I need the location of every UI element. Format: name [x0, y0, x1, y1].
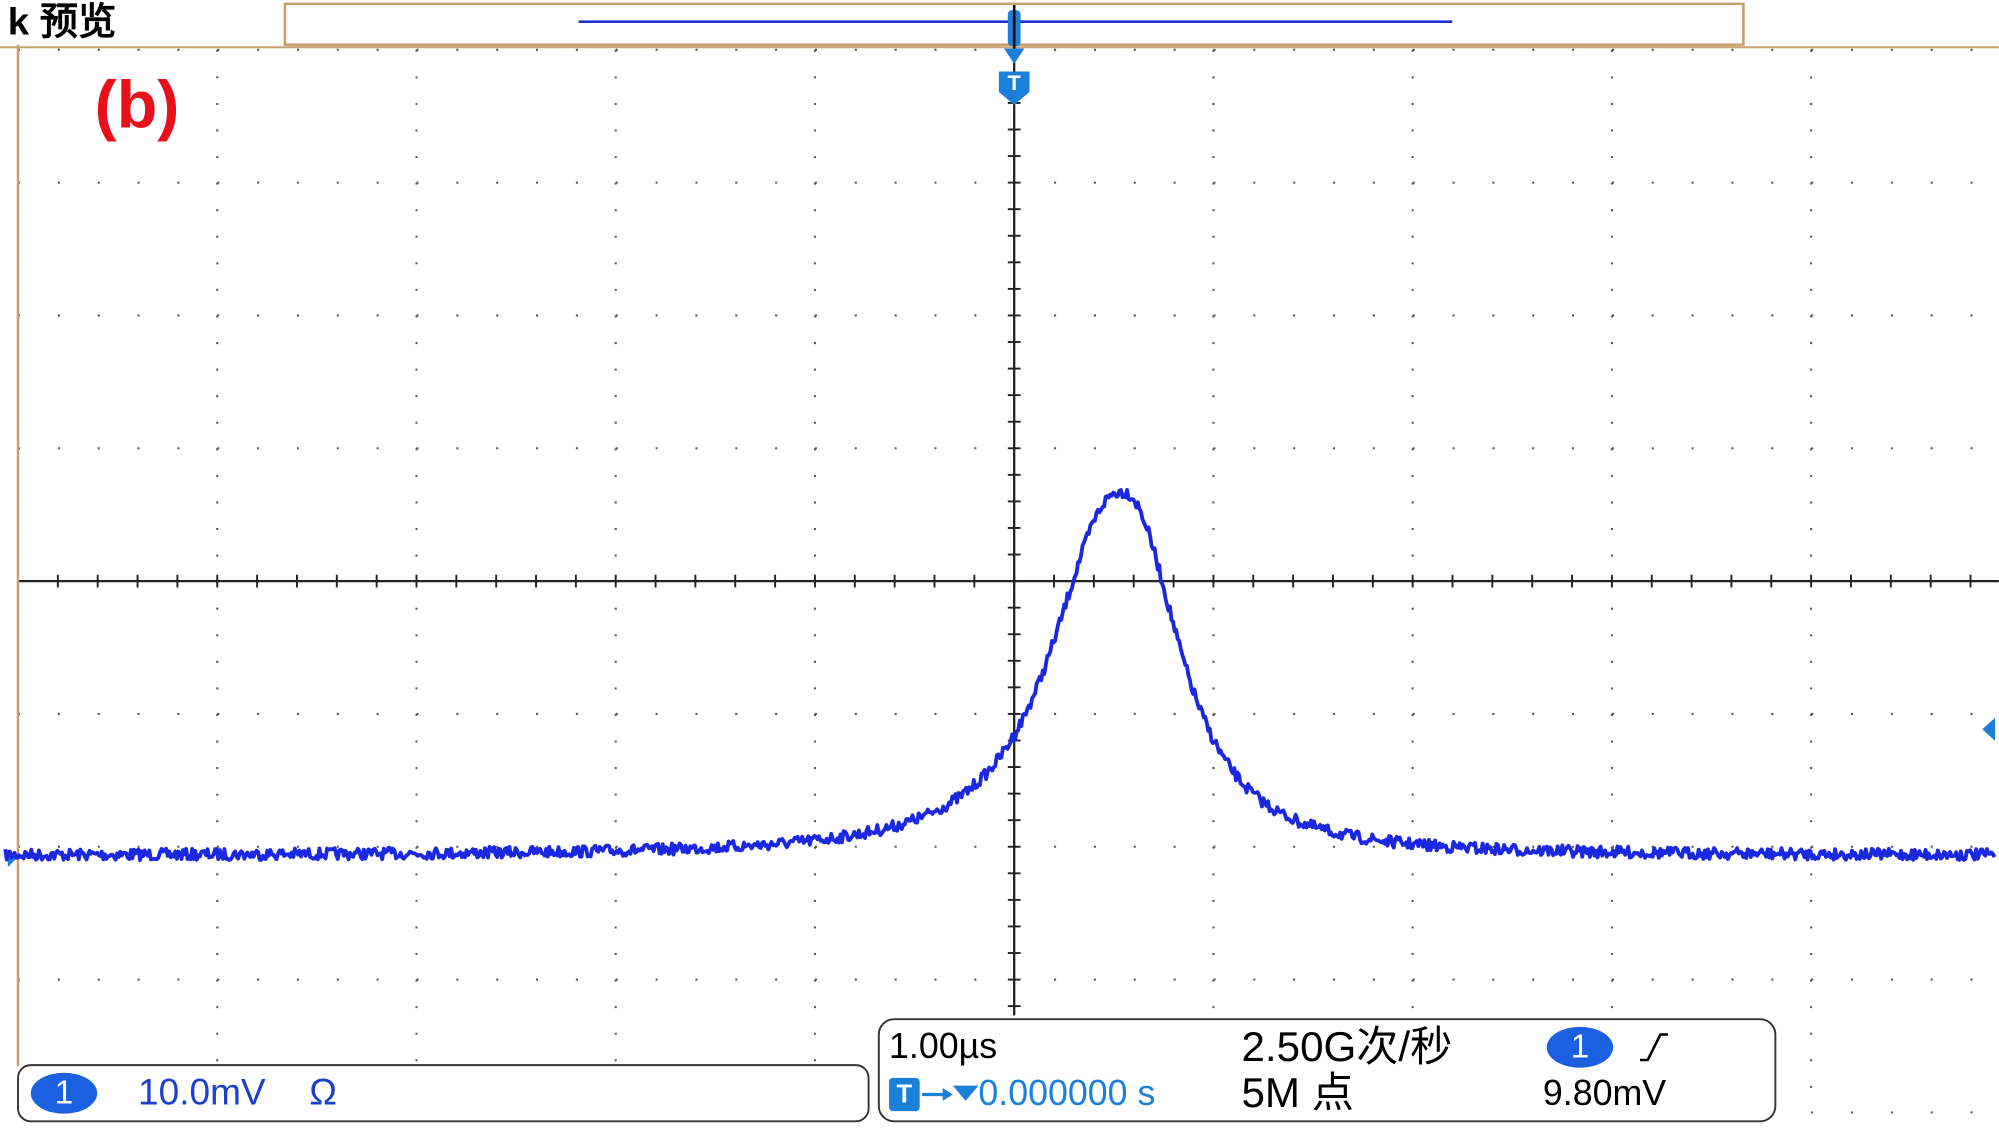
- channel-scale: 10.0mV: [138, 1070, 266, 1112]
- channel-box: [17, 1064, 870, 1123]
- trigger-marker: T: [1008, 70, 1022, 95]
- waveform-trace: [3, 487, 1997, 863]
- trigger-icon-arrowhead: [942, 1088, 953, 1101]
- waveform: [3, 487, 1997, 863]
- app-title: k 预览: [8, 0, 117, 43]
- channel-badge: 1: [55, 1074, 73, 1111]
- record-length: 5M 点: [1242, 1069, 1354, 1116]
- trigger-level-marker: [1982, 717, 1996, 741]
- channel-impedance: Ω: [309, 1070, 337, 1112]
- panel-label: (b): [95, 68, 180, 142]
- trigger-arrow: [1003, 48, 1025, 64]
- trigger-icon: T: [897, 1081, 913, 1109]
- trigger-icon-down: [952, 1085, 979, 1101]
- sample-rate: 2.50G次/秒: [1242, 1023, 1453, 1070]
- channel-badge-bg: [30, 1072, 98, 1114]
- trigger-marker-bg: [998, 71, 1030, 105]
- graticule: [16, 48, 1999, 1114]
- trigger-level: 9.80mV: [1543, 1073, 1666, 1113]
- trigger-position: 0.000000 s: [978, 1073, 1155, 1113]
- trigger-source: 1: [1571, 1028, 1589, 1065]
- timebase-scale: 1.00µs: [889, 1026, 997, 1066]
- trigger-slope: [1639, 1033, 1669, 1062]
- trigger-icon-bg: [889, 1077, 920, 1112]
- trigger-source-bg: [1546, 1026, 1614, 1068]
